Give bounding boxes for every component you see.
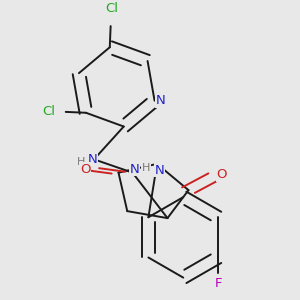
- Text: N: N: [155, 164, 165, 177]
- Text: N: N: [129, 163, 139, 176]
- Text: O: O: [80, 163, 91, 176]
- Text: H: H: [142, 164, 150, 173]
- Text: F: F: [214, 277, 222, 290]
- Text: Cl: Cl: [43, 104, 56, 118]
- Text: O: O: [217, 168, 227, 181]
- Text: N: N: [87, 153, 97, 166]
- Text: Cl: Cl: [105, 2, 118, 15]
- Text: H: H: [76, 157, 85, 167]
- Text: N: N: [156, 94, 166, 107]
